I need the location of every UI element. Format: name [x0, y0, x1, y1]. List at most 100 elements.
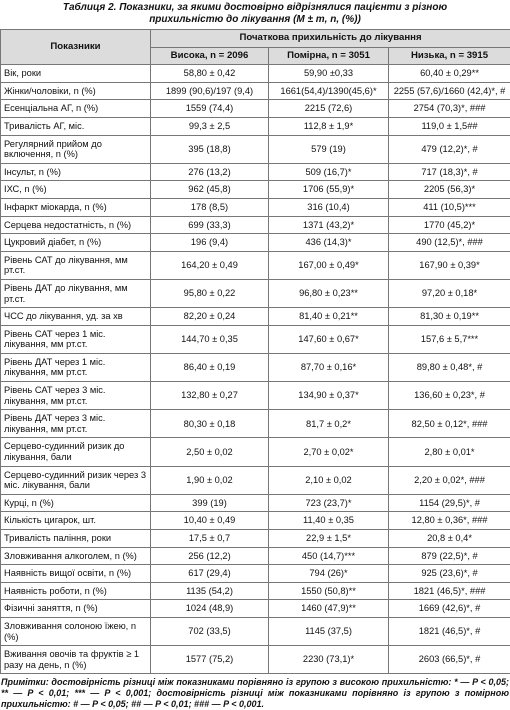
value-cell: 617 (29,4) — [151, 565, 269, 583]
row-label: Інфаркт міокарда, n (%) — [1, 198, 151, 216]
table-row: Серцева недостатність, n (%)699 (33,3)13… — [1, 216, 510, 234]
table-row: Вживання овочів та фруктів ≥ 1 разу на д… — [1, 646, 510, 674]
value-cell: 399 (19) — [151, 494, 269, 512]
value-cell: 147,60 ± 0,67* — [269, 325, 389, 353]
value-cell: 82,50 ± 0,12*, ### — [389, 410, 510, 438]
value-cell: 490 (12,5)*, ### — [389, 234, 510, 252]
table-row: Рівень ДАТ через 3 міс. лікування, мм рт… — [1, 410, 510, 438]
header-cell: Висока, n = 2096 — [151, 47, 269, 65]
value-cell: 1661(54,4)/1390(45,6)* — [269, 82, 389, 100]
value-cell: 2215 (72,6) — [269, 100, 389, 118]
value-cell: 1559 (74,4) — [151, 100, 269, 118]
table-title: Таблиця 2. Показники, за якими достовірн… — [0, 0, 510, 29]
value-cell: 22,9 ± 1,5* — [269, 530, 389, 548]
row-label: Зловживання алкоголем, n (%) — [1, 547, 151, 565]
value-cell: 1821 (46,5)*, ### — [389, 582, 510, 600]
value-cell: 2,70 ± 0,02* — [269, 438, 389, 466]
table-row: Серцево-судинний ризик до лікування, бал… — [1, 438, 510, 466]
row-label: Вживання овочів та фруктів ≥ 1 разу на д… — [1, 646, 151, 674]
value-cell: 20,8 ± 0,4* — [389, 530, 510, 548]
value-cell: 1,90 ± 0,02 — [151, 466, 269, 494]
value-cell: 1770 (45,2)* — [389, 216, 510, 234]
table-row: Рівень САТ до лікування, мм рт.ст.164,20… — [1, 251, 510, 279]
value-cell: 579 (19) — [269, 135, 389, 163]
table-row: Регулярний прийом до включення, n (%)395… — [1, 135, 510, 163]
row-label: Рівень ДАТ через 1 міс. лікування, мм рт… — [1, 353, 151, 381]
table-row: Інсульт, n (%)276 (13,2)509 (16,7)*717 (… — [1, 163, 510, 181]
value-cell: 2,10 ± 0,02 — [269, 466, 389, 494]
value-cell: 178 (8,5) — [151, 198, 269, 216]
row-label: Рівень САТ через 1 міс. лікування, мм рт… — [1, 325, 151, 353]
value-cell: 879 (22,5)*, # — [389, 547, 510, 565]
value-cell: 1135 (54,2) — [151, 582, 269, 600]
value-cell: 2255 (57,6)/1660 (42,4)*, # — [389, 82, 510, 100]
value-cell: 699 (33,3) — [151, 216, 269, 234]
table-row: Наявність вищої освіти, n (%)617 (29,4)7… — [1, 565, 510, 583]
row-label: Рівень ДАТ через 3 міс. лікування, мм рт… — [1, 410, 151, 438]
value-cell: 962 (45,8) — [151, 181, 269, 199]
row-label: Есенціальна АГ, n (%) — [1, 100, 151, 118]
header-cell: Показники — [1, 30, 151, 65]
value-cell: 81,30 ± 0,19** — [389, 308, 510, 326]
header-cell: Низька, n = 3915 — [389, 47, 510, 65]
value-cell: 87,70 ± 0,16* — [269, 353, 389, 381]
value-cell: 157,6 ± 5,7*** — [389, 325, 510, 353]
value-cell: 717 (18,3)*, # — [389, 163, 510, 181]
value-cell: 81,40 ± 0,21** — [269, 308, 389, 326]
value-cell: 59,90 ±0,33 — [269, 65, 389, 83]
value-cell: 167,00 ± 0,49* — [269, 251, 389, 279]
value-cell: 144,70 ± 0,35 — [151, 325, 269, 353]
value-cell: 112,8 ± 1,9* — [269, 117, 389, 135]
table-row: ІХС, n (%)962 (45,8)1706 (55,9)*2205 (56… — [1, 181, 510, 199]
value-cell: 80,30 ± 0,18 — [151, 410, 269, 438]
value-cell: 2205 (56,3)* — [389, 181, 510, 199]
value-cell: 95,80 ± 0,22 — [151, 279, 269, 307]
value-cell: 86,40 ± 0,19 — [151, 353, 269, 381]
value-cell: 60,40 ± 0,29** — [389, 65, 510, 83]
value-cell: 723 (23,7)* — [269, 494, 389, 512]
table-row: Курці, n (%)399 (19)723 (23,7)*1154 (29,… — [1, 494, 510, 512]
value-cell: 164,20 ± 0,49 — [151, 251, 269, 279]
value-cell: 196 (9,4) — [151, 234, 269, 252]
row-label: ЧСС до лікування, уд. за хв — [1, 308, 151, 326]
value-cell: 509 (16,7)* — [269, 163, 389, 181]
value-cell: 276 (13,2) — [151, 163, 269, 181]
header-cell: Початкова прихильність до лікування — [151, 30, 510, 48]
value-cell: 395 (18,8) — [151, 135, 269, 163]
table-row: Інфаркт міокарда, n (%)178 (8,5)316 (10,… — [1, 198, 510, 216]
table-row: Цукровий діабет, n (%)196 (9,4)436 (14,3… — [1, 234, 510, 252]
row-label: Рівень САТ до лікування, мм рт.ст. — [1, 251, 151, 279]
value-cell: 1821 (46,5)*, # — [389, 617, 510, 645]
row-label: Серцево-судинний ризик через 3 міс. ліку… — [1, 466, 151, 494]
value-cell: 316 (10,4) — [269, 198, 389, 216]
value-cell: 134,90 ± 0,37* — [269, 382, 389, 410]
value-cell: 256 (12,2) — [151, 547, 269, 565]
value-cell: 1899 (90,6)/197 (9,4) — [151, 82, 269, 100]
value-cell: 2603 (66,5)*, # — [389, 646, 510, 674]
value-cell: 82,20 ± 0,24 — [151, 308, 269, 326]
value-cell: 436 (14,3)* — [269, 234, 389, 252]
row-label: Тривалість АГ, міс. — [1, 117, 151, 135]
value-cell: 411 (10,5)*** — [389, 198, 510, 216]
value-cell: 17,5 ± 0,7 — [151, 530, 269, 548]
value-cell: 2230 (73,1)* — [269, 646, 389, 674]
table-row: Жінки/чоловіки, n (%)1899 (90,6)/197 (9,… — [1, 82, 510, 100]
value-cell: 12,80 ± 0,36*, ### — [389, 512, 510, 530]
row-label: Серцево-судинний ризик до лікування, бал… — [1, 438, 151, 466]
value-cell: 702 (33,5) — [151, 617, 269, 645]
row-label: Курці, n (%) — [1, 494, 151, 512]
value-cell: 119,0 ± 1,5## — [389, 117, 510, 135]
value-cell: 97,20 ± 0,18* — [389, 279, 510, 307]
value-cell: 11,40 ± 0,35 — [269, 512, 389, 530]
value-cell: 1024 (48,9) — [151, 600, 269, 618]
table-row: Фізичні заняття, n (%)1024 (48,9)1460 (4… — [1, 600, 510, 618]
table-row: Рівень ДАТ через 1 міс. лікування, мм рт… — [1, 353, 510, 381]
table-notes: Примітки: достовірність різниці між пока… — [0, 674, 510, 710]
value-cell: 1371 (43,2)* — [269, 216, 389, 234]
table-row: Зловживання солоною їжею, n (%)702 (33,5… — [1, 617, 510, 645]
table-row: Наявність роботи, n (%)1135 (54,2)1550 (… — [1, 582, 510, 600]
value-cell: 2,50 ± 0,02 — [151, 438, 269, 466]
table-row: Рівень ДАТ до лікування, мм рт.ст.95,80 … — [1, 279, 510, 307]
table-row: Рівень САТ через 3 міс. лікування, мм рт… — [1, 382, 510, 410]
